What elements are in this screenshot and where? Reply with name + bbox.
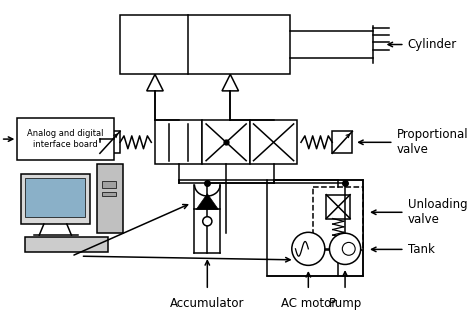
Circle shape [329,233,361,265]
Bar [250,120,297,164]
Polygon shape [196,194,219,209]
Text: Cylinder: Cylinder [408,38,457,51]
Bar [26,237,108,252]
Text: Accumulator: Accumulator [170,297,245,309]
Text: Pump: Pump [328,297,362,309]
Bar [202,120,250,164]
Circle shape [292,232,325,265]
Bar [102,192,117,196]
Bar [17,118,114,160]
Bar [100,131,120,153]
Bar [26,178,85,217]
Bar [120,15,290,74]
Text: Unloading
valve: Unloading valve [408,198,467,226]
Bar [326,195,350,219]
Circle shape [203,217,212,226]
Text: Analog and digital
interface board: Analog and digital interface board [27,129,104,149]
Text: Proportional
valve: Proportional valve [396,128,468,156]
Bar [313,187,364,250]
Polygon shape [147,74,163,91]
Bar [97,164,123,233]
Bar [267,180,364,276]
Text: AC motor: AC motor [281,297,336,309]
Text: Tank: Tank [408,243,434,256]
Bar [102,181,117,188]
Bar [155,120,202,164]
Polygon shape [222,74,238,91]
Bar [332,131,352,153]
Circle shape [342,242,355,255]
Bar [21,174,90,224]
